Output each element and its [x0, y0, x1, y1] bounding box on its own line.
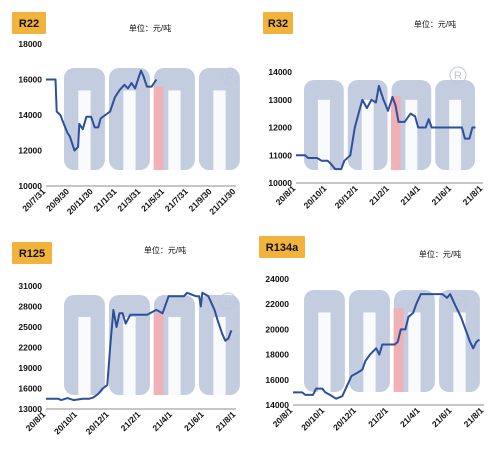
watermark-letter-cut — [408, 312, 421, 392]
price-series-line — [46, 69, 158, 152]
registered-mark-icon: R — [454, 70, 462, 82]
chart-title-badge — [12, 12, 46, 34]
y-tick-label: 10000 — [18, 181, 42, 191]
y-tick-label: 18000 — [265, 350, 289, 360]
price-series-line — [293, 293, 481, 400]
x-tick-label: 20/12/1 — [333, 183, 360, 210]
unit-label: 单位：元/吨 — [129, 23, 171, 33]
watermark-letter-cut — [405, 99, 418, 170]
chart-title: R32 — [268, 18, 288, 30]
y-tick-label: 19000 — [18, 363, 42, 373]
x-tick-label: 21/1/31 — [92, 186, 119, 213]
y-tick-label: 20000 — [265, 324, 289, 334]
y-tick-label: 22000 — [265, 299, 289, 309]
chart-title: R134a — [266, 242, 299, 254]
registered-mark-icon — [219, 292, 237, 310]
x-tick-label: 21/4/1 — [398, 405, 422, 429]
x-tick-label: 21/4/1 — [398, 183, 422, 207]
registered-mark-icon — [449, 66, 467, 84]
chart-title-badge — [259, 236, 305, 258]
x-tick-label: 21/2/1 — [119, 409, 143, 433]
registered-mark-icon — [221, 67, 239, 85]
x-tick-label: 21/5/31 — [139, 186, 166, 213]
y-tick-label: 28000 — [18, 302, 42, 312]
watermark-letter-cut — [78, 317, 91, 395]
watermark-pink-bar — [153, 86, 164, 170]
x-tick-label: 21/3/31 — [115, 186, 142, 213]
x-tick-label: 20/11/30 — [65, 186, 95, 216]
y-tick-label: 13000 — [18, 404, 42, 414]
chart-panel-r125: R R125 单位：元/吨 13000 16000 19000 22000 25000 2800… — [12, 242, 240, 436]
x-tick-label: 21/6/1 — [430, 405, 454, 429]
registered-mark-icon: R — [226, 71, 234, 83]
y-tick-label: 13000 — [268, 95, 292, 105]
x-tick-label: 20/10/1 — [301, 183, 328, 210]
watermark-letter-cut — [168, 317, 181, 395]
x-tick-label: 20/12/1 — [331, 405, 358, 432]
y-tick-label: 16000 — [18, 384, 42, 394]
chart-title-badge — [263, 12, 293, 34]
x-tick-label: 21/8/1 — [214, 409, 238, 433]
watermark-letter-cut — [123, 317, 136, 395]
price-series-line — [296, 84, 476, 171]
chart-title: R22 — [19, 18, 39, 30]
x-tick-label: 20/10/1 — [299, 405, 326, 432]
watermark-letter-cut — [168, 90, 181, 170]
x-tick-label: 21/2/1 — [366, 405, 390, 429]
x-tick-label: 21/8/1 — [461, 183, 485, 207]
unit-label: 单位：元/吨 — [419, 249, 461, 259]
y-tick-label: 14000 — [268, 67, 292, 77]
y-tick-label: 10000 — [268, 178, 292, 188]
watermark-letter-cut — [317, 99, 330, 170]
y-tick-label: 14000 — [18, 110, 42, 120]
y-tick-label: 16000 — [265, 375, 289, 385]
watermark-letter-cut — [453, 312, 466, 392]
watermark-pink-bar — [391, 96, 401, 170]
y-tick-label: 12000 — [268, 123, 292, 133]
x-tick-label: 21/6/1 — [182, 409, 206, 433]
unit-label: 单位：元/吨 — [414, 19, 456, 29]
x-tick-label: 20/12/1 — [84, 409, 111, 436]
y-tick-label: 24000 — [265, 274, 289, 284]
x-tick-label: 21/2/1 — [367, 183, 391, 207]
y-tick-label: 22000 — [18, 343, 42, 353]
watermark-letter-cut — [361, 99, 374, 170]
registered-mark-icon: R — [224, 296, 232, 308]
watermark-pink-bar — [153, 313, 164, 395]
watermark-letter-cut — [213, 90, 226, 170]
chart-panel-r134a: R R134a 单位：元/吨 14000 16000 18000 20000 22000 240… — [259, 236, 486, 432]
watermark-letter-cut — [78, 90, 91, 170]
y-tick-label: 25000 — [18, 322, 42, 332]
chart-title-badge — [12, 242, 52, 264]
watermark-letter-cut — [449, 99, 462, 170]
unit-label: 单位：元/吨 — [144, 245, 186, 255]
x-tick-label: 21/6/1 — [429, 183, 453, 207]
y-tick-label: 31000 — [18, 281, 42, 291]
x-tick-label: 21/7/31 — [163, 186, 190, 213]
watermark-letter-cut — [363, 312, 376, 392]
watermark-pink-bar — [393, 308, 404, 392]
watermark-letter-cut — [318, 312, 331, 392]
x-tick-label: 21/8/1 — [462, 405, 486, 429]
y-tick-label: 12000 — [18, 146, 42, 156]
registered-mark-icon: R — [454, 298, 462, 310]
price-series-line — [46, 291, 233, 402]
x-tick-label: 21/4/1 — [150, 409, 174, 433]
x-tick-label: 20/10/1 — [52, 409, 79, 436]
chart-title: R125 — [19, 248, 45, 260]
x-tick-label: 21/11/30 — [207, 186, 237, 216]
y-tick-label: 18000 — [18, 39, 42, 49]
watermark-letter-cut — [123, 90, 136, 170]
y-tick-label: 14000 — [265, 400, 289, 410]
y-tick-label: 16000 — [18, 75, 42, 85]
y-tick-label: 11000 — [269, 150, 292, 160]
